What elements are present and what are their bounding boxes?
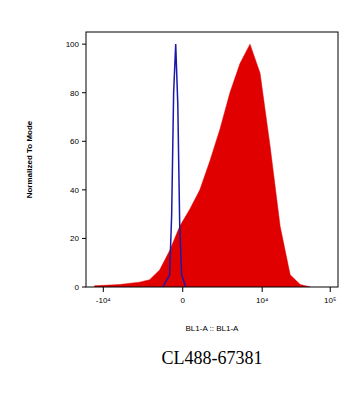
histogram-line <box>163 44 186 287</box>
x-tick <box>103 287 104 292</box>
y-tick <box>82 141 86 142</box>
x-tick <box>330 287 331 292</box>
plot-area <box>94 44 310 287</box>
y-tick-label: 80 <box>70 89 79 98</box>
x-tick-label: -10⁴ <box>96 296 112 305</box>
y-tick <box>82 238 86 239</box>
histogram-area <box>94 44 310 287</box>
y-tick <box>82 287 86 288</box>
plot-frame <box>86 32 338 287</box>
x-tick-label: 10⁴ <box>256 296 269 305</box>
y-tick-label: 40 <box>70 186 79 195</box>
y-axis-label: Normalized To Mode <box>25 120 34 198</box>
y-tick <box>82 189 86 190</box>
chart: 020406080100-10⁴010⁴10⁵BL1-A :: BL1-ANor… <box>0 0 361 397</box>
x-tick-label: 10⁵ <box>324 296 336 305</box>
x-axis-label: BL1-A :: BL1-A <box>186 324 240 333</box>
x-tick <box>262 287 263 292</box>
x-tick <box>182 287 183 292</box>
y-tick <box>82 44 86 45</box>
y-tick-label: 0 <box>75 283 80 292</box>
y-tick-label: 60 <box>70 137 79 146</box>
y-tick <box>82 92 86 93</box>
y-tick-label: 100 <box>66 40 80 49</box>
y-tick-label: 20 <box>70 234 79 243</box>
x-tick-label: 0 <box>181 296 186 305</box>
title: CL488-67381 <box>162 348 263 368</box>
